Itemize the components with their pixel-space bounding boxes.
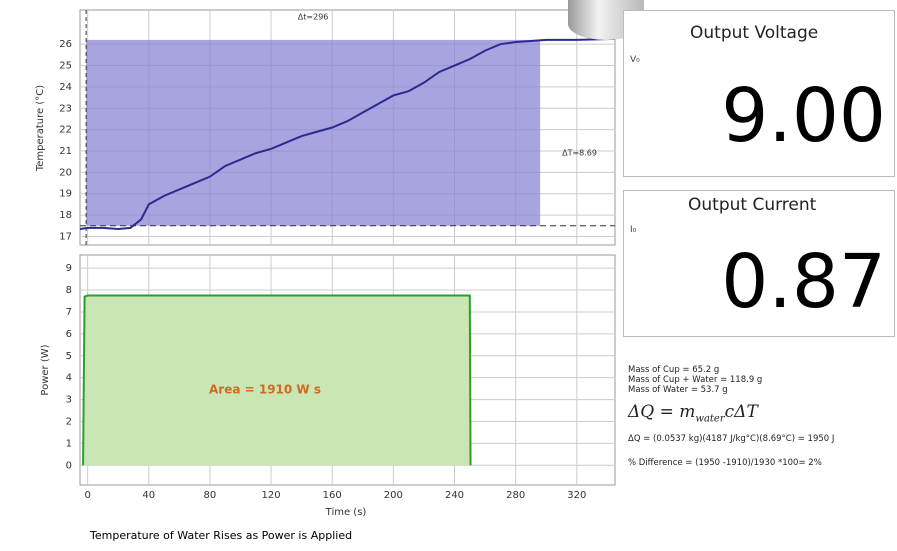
voltage-panel: Output Voltage V₀ 9.00 (623, 10, 895, 177)
note-line: Mass of Cup + Water = 118.9 g (628, 375, 763, 385)
panel-value: 9.00 (721, 73, 886, 159)
x-axis-title: Time (s) (325, 507, 367, 518)
panel-title: Output Voltage (690, 23, 819, 43)
charts: Temperature (°C) Power (W) Time (s) Temp… (35, 9, 616, 542)
y-tick-label: 7 (66, 307, 72, 318)
y-tick-label: 2 (66, 416, 72, 427)
y-tick-label: 1 (66, 438, 72, 449)
x-tick-label: 320 (567, 490, 586, 501)
formula-part: ΔQ = (628, 402, 680, 422)
calculation: ΔQ = (0.0537 kg)(4187 J/kg°C)(8.69°C) = … (628, 434, 835, 445)
difference: % Difference = (1950 -1910)/1930 *100= 2… (628, 458, 822, 469)
y-tick-label: 4 (66, 373, 72, 384)
x-tick-label: 280 (506, 490, 525, 501)
y-axis-title: Power (W) (40, 344, 51, 395)
annotation: ΔT=8.69 (562, 148, 597, 157)
y-tick-label: 19 (59, 189, 72, 200)
y-tick-label: 18 (59, 210, 72, 221)
power-line (82, 294, 472, 466)
x-tick-label: 80 (204, 490, 217, 501)
panel-title: Output Current (688, 195, 817, 215)
y-axis-title: Temperature (°C) (35, 85, 46, 172)
formula-part: water (695, 413, 725, 425)
current-panel: Output Current I₀ 0.87 (623, 190, 895, 337)
y-tick-label: 6 (66, 329, 72, 340)
x-tick-label: 240 (445, 490, 464, 501)
y-tick-label: 21 (59, 146, 72, 157)
y-tick-label: 24 (59, 82, 72, 93)
x-tick-label: 0 (84, 490, 90, 501)
x-tick-label: 200 (384, 490, 403, 501)
y-tick-label: 9 (66, 263, 72, 274)
power-area (83, 295, 471, 466)
y-tick-label: 0 (66, 460, 72, 471)
y-tick-label: 23 (59, 103, 72, 114)
temperature-line (79, 37, 616, 230)
note-line: Mass of Cup = 65.2 g (628, 365, 720, 375)
x-tick-label: 40 (142, 490, 155, 501)
y-tick-label: 20 (59, 167, 72, 178)
formula: ΔQ = mwatercΔT (628, 404, 890, 425)
note-line: Mass of Water = 53.7 g (628, 385, 728, 395)
y-tick-label: 3 (66, 395, 72, 406)
area-label: Area = 1910 W s (209, 383, 321, 397)
panel-value: 0.87 (721, 239, 886, 325)
formula-part: m (679, 402, 696, 422)
y-tick-label: 5 (66, 351, 72, 362)
y-tick-label: 25 (59, 61, 72, 72)
y-tick-label: 22 (59, 125, 72, 136)
x-tick-label: 160 (323, 490, 342, 501)
formula-part: cΔT (724, 402, 758, 422)
x-tick-label: 120 (262, 490, 281, 501)
caption: Temperature of Water Rises as Power is A… (89, 529, 352, 542)
panel-symbol: I₀ (630, 225, 637, 235)
y-tick-label: 8 (66, 285, 72, 296)
y-tick-label: 26 (59, 39, 72, 50)
y-tick-label: 17 (59, 231, 72, 242)
notes: Mass of Cup = 65.2 g Mass of Cup + Water… (628, 365, 890, 468)
panel-symbol: V₀ (630, 55, 640, 65)
annotation: Δt=296 (298, 13, 329, 22)
